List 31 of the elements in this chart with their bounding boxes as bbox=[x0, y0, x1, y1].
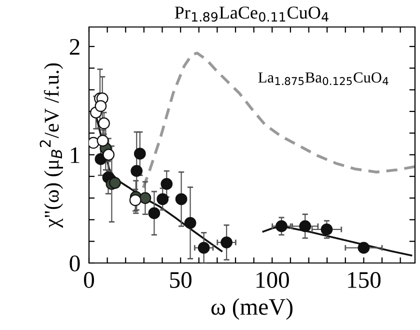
y-tick-label: 2 bbox=[70, 39, 80, 55]
point bbox=[320, 224, 333, 236]
point bbox=[130, 165, 143, 177]
point bbox=[160, 178, 173, 190]
point bbox=[98, 117, 110, 130]
point bbox=[276, 220, 288, 232]
point bbox=[156, 193, 169, 206]
point bbox=[94, 100, 107, 112]
point bbox=[129, 194, 142, 206]
point bbox=[198, 242, 210, 254]
point bbox=[184, 217, 196, 229]
point bbox=[148, 207, 160, 220]
point bbox=[102, 148, 115, 161]
y-tick-label: 0 bbox=[70, 255, 80, 272]
point bbox=[96, 134, 109, 147]
point bbox=[299, 220, 312, 232]
chart-title: Pr$_{1.89}$LaCe$_{0.11}$CuO$_{4}$ bbox=[174, 6, 328, 22]
y-axis-title: χ"(ω) (μ$_{B}$$^{2}$/eV /f.u.) bbox=[40, 63, 64, 228]
point bbox=[175, 193, 188, 206]
x-axis-title: ω (meV) bbox=[211, 298, 292, 320]
point bbox=[358, 242, 370, 254]
x-tick-label: 100 bbox=[256, 272, 289, 288]
x-tick-label: 50 bbox=[170, 272, 192, 288]
x-tick-label: 0 bbox=[84, 272, 94, 288]
x-tick-label: 150 bbox=[348, 272, 381, 288]
point bbox=[220, 236, 232, 248]
point bbox=[139, 192, 152, 204]
annotation: La$_{1.875}$Ba$_{0.125}$CuO$_{4}$ bbox=[258, 72, 388, 86]
y-tick-label: 1 bbox=[70, 147, 80, 163]
point bbox=[109, 176, 121, 189]
point bbox=[134, 148, 146, 160]
